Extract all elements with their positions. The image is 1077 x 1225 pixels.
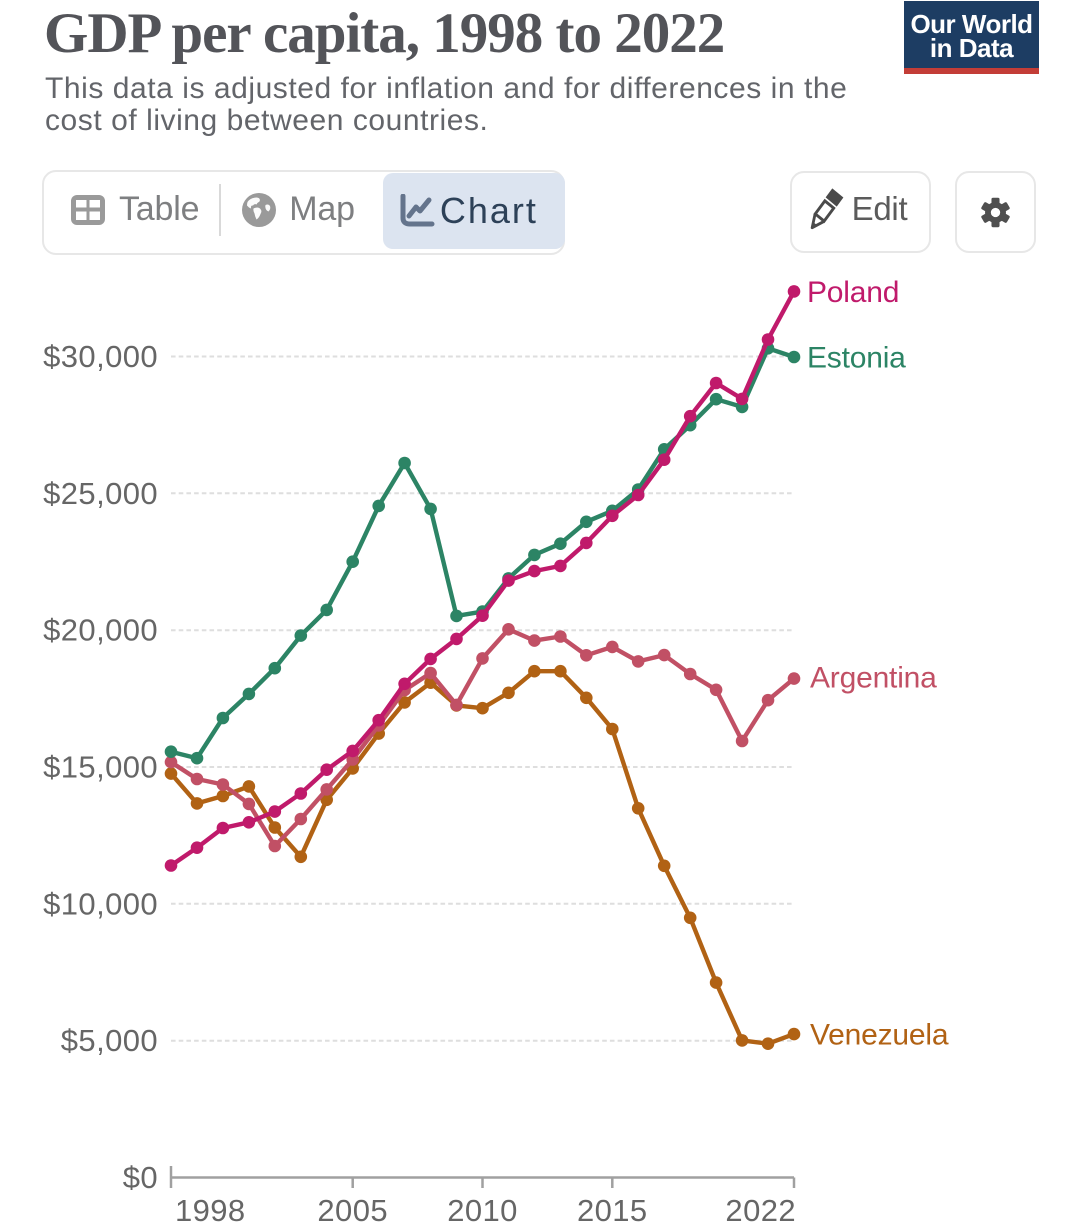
svg-text:$15,000: $15,000 xyxy=(43,750,158,785)
svg-text:$5,000: $5,000 xyxy=(61,1023,158,1058)
svg-text:$25,000: $25,000 xyxy=(43,476,158,511)
svg-text:$0: $0 xyxy=(123,1160,158,1195)
svg-text:2005: 2005 xyxy=(317,1193,388,1225)
svg-text:2015: 2015 xyxy=(577,1193,648,1225)
svg-text:$30,000: $30,000 xyxy=(43,339,158,374)
svg-text:$10,000: $10,000 xyxy=(43,886,158,921)
svg-text:2022: 2022 xyxy=(725,1193,796,1225)
svg-text:Estonia: Estonia xyxy=(807,342,906,375)
svg-text:2010: 2010 xyxy=(447,1193,518,1225)
svg-text:Venezuela: Venezuela xyxy=(810,1019,949,1052)
svg-text:$20,000: $20,000 xyxy=(43,613,158,648)
svg-text:Argentina: Argentina xyxy=(810,662,937,695)
svg-text:Poland: Poland xyxy=(807,276,899,309)
svg-text:1998: 1998 xyxy=(175,1193,246,1225)
